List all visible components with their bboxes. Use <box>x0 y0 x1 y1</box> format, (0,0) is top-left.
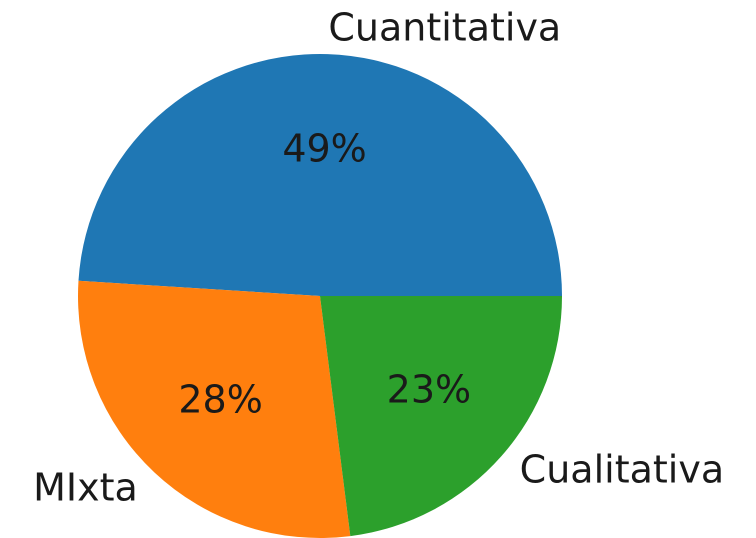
percent-label: 28% <box>178 377 262 421</box>
slice-label: MIxta <box>33 466 138 510</box>
pie-slice <box>320 296 562 537</box>
slice-label: Cualitativa <box>520 448 724 492</box>
slice-label: Cuantitativa <box>328 5 561 49</box>
pie-slice <box>78 54 562 296</box>
percent-label: 49% <box>282 126 366 170</box>
pie-slice <box>77 280 351 538</box>
percent-label: 23% <box>387 368 471 412</box>
